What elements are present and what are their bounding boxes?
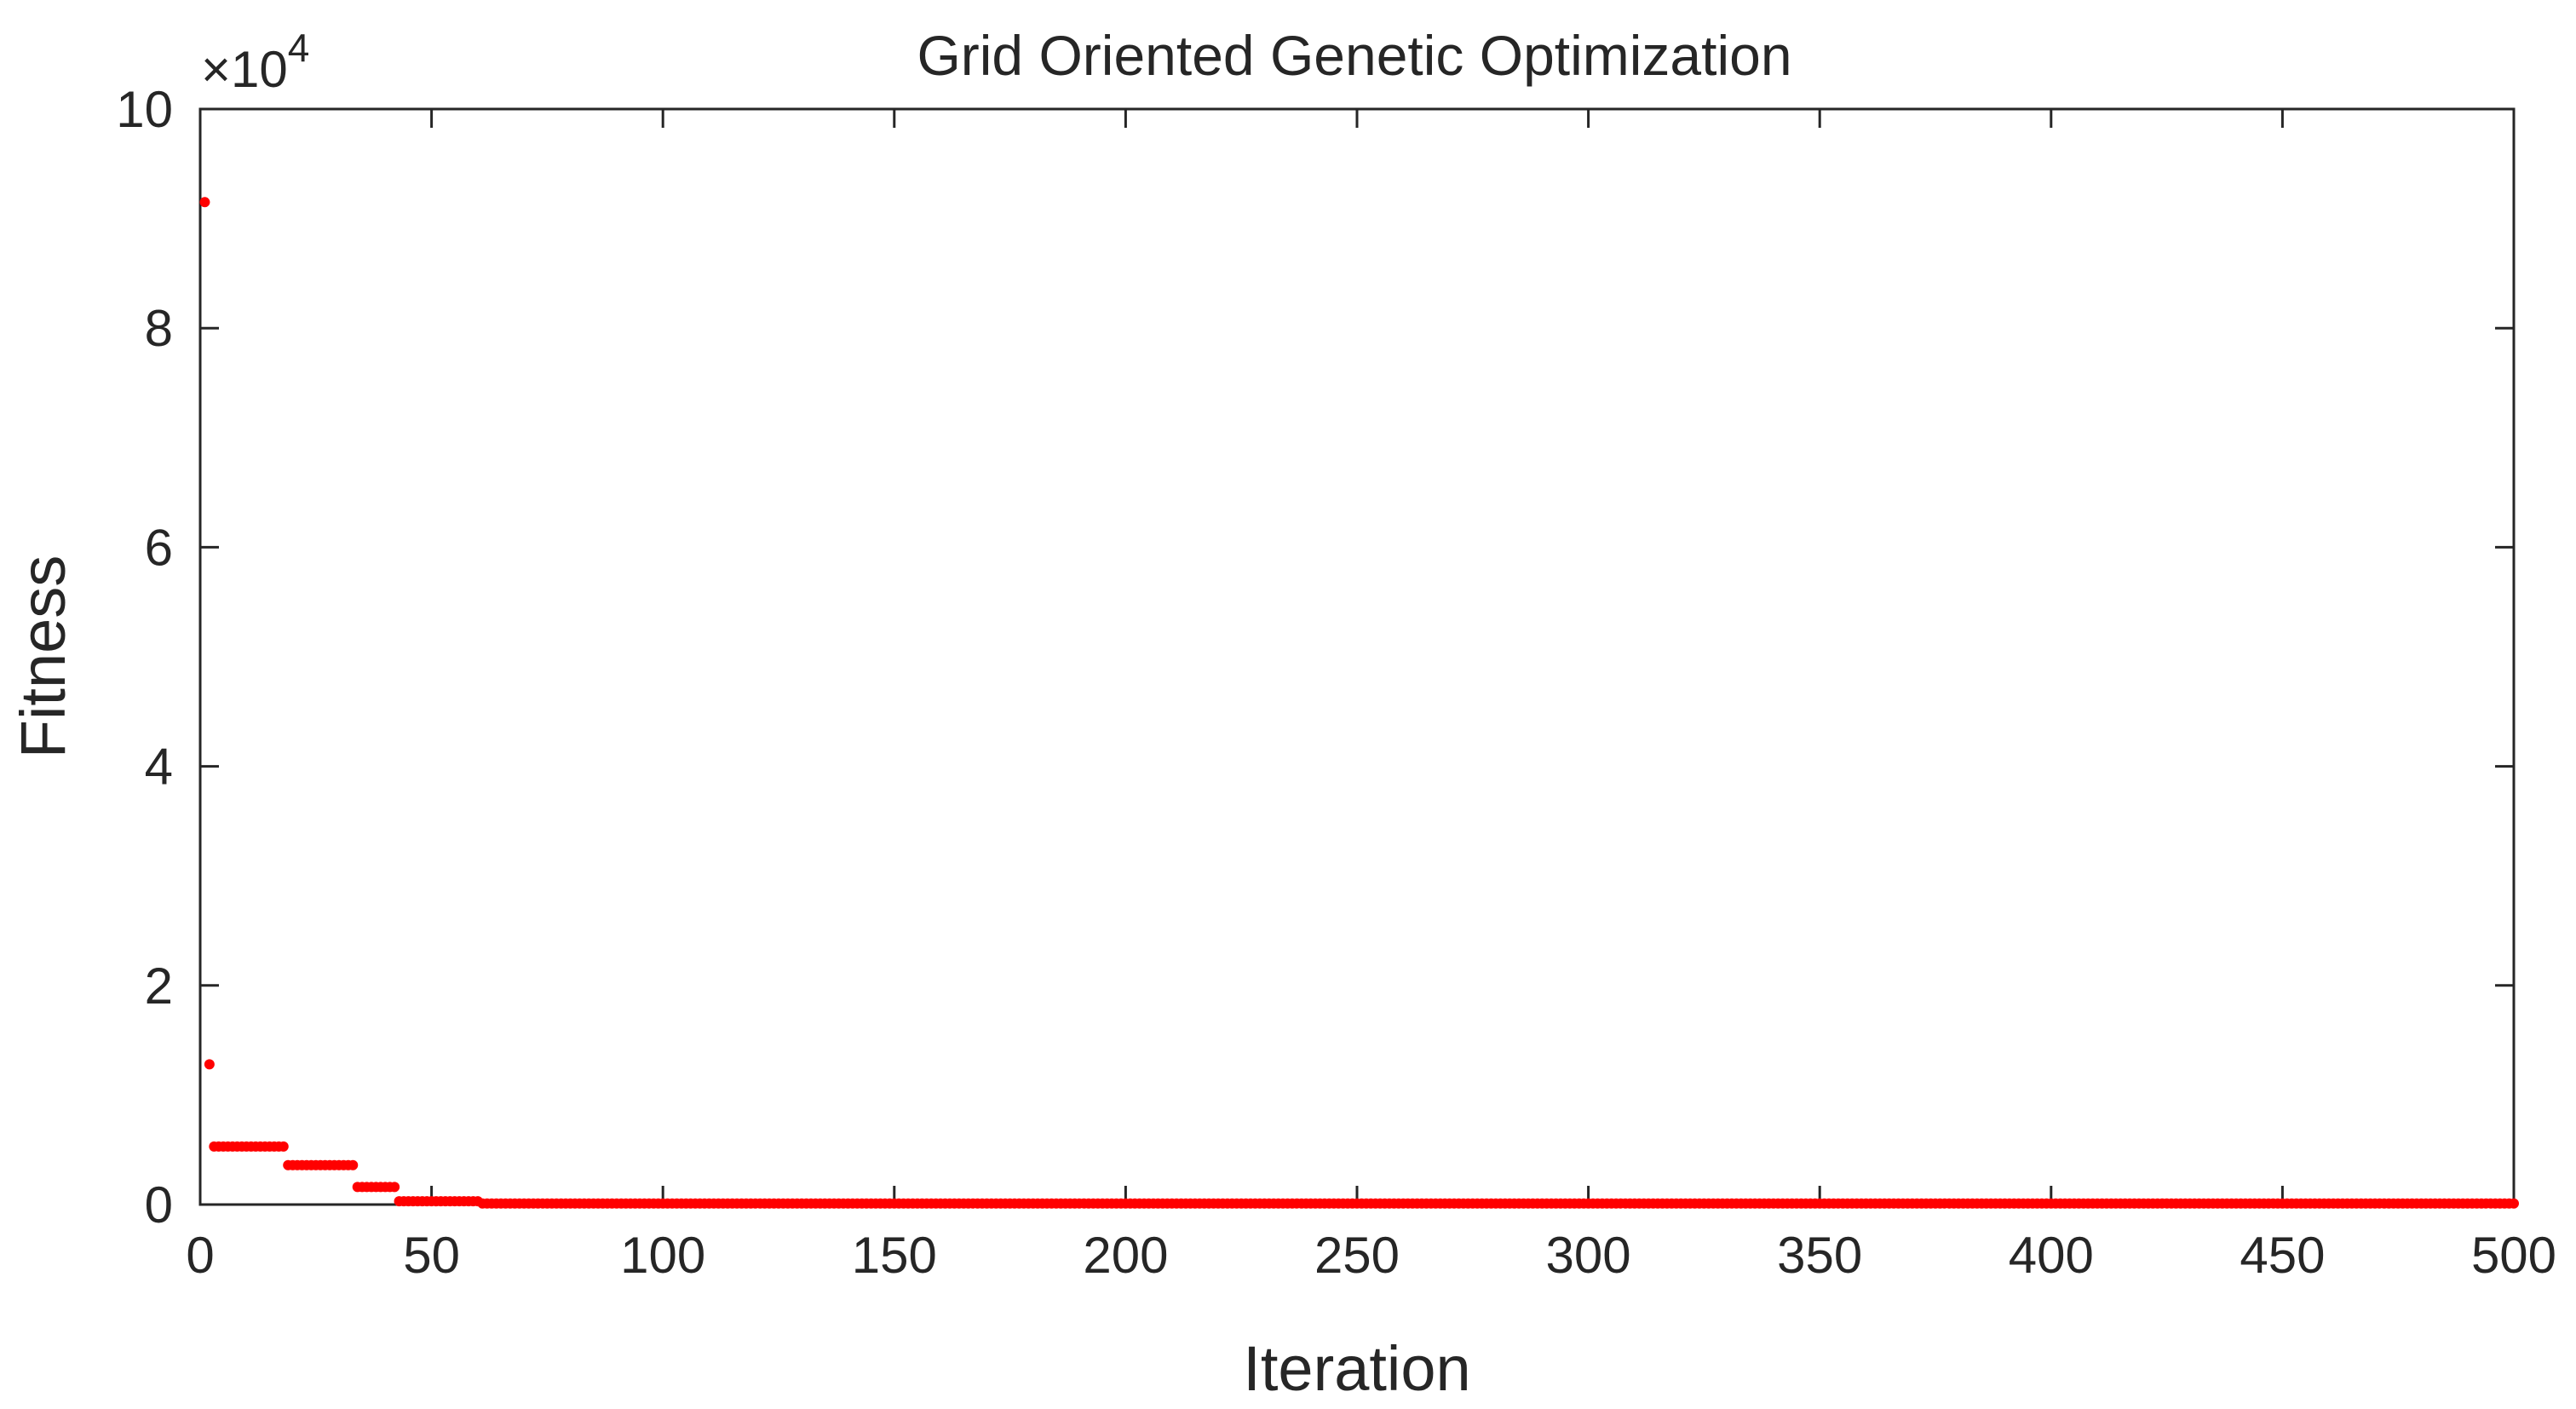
- data-point: [204, 1059, 215, 1070]
- x-tick-label: 200: [1083, 1227, 1168, 1284]
- data-point: [278, 1141, 289, 1152]
- y-exponent-base: ×10: [201, 41, 288, 98]
- y-exponent-label: ×104: [201, 26, 309, 98]
- y-axis-label: Fitness: [8, 555, 78, 759]
- y-tick-label: 10: [116, 81, 173, 138]
- x-tick-label: 250: [1314, 1227, 1400, 1284]
- x-tick-label: 300: [1546, 1227, 1631, 1284]
- x-tick-label: 0: [186, 1227, 214, 1284]
- y-tick-label: 6: [145, 519, 173, 576]
- data-points: [199, 197, 2519, 1209]
- svg-text:×104: ×104: [201, 26, 309, 98]
- y-tick-label: 8: [145, 300, 173, 357]
- x-tick-label: 500: [2471, 1227, 2556, 1284]
- y-tick-label: 4: [145, 739, 173, 796]
- x-tick-label: 350: [1777, 1227, 1862, 1284]
- x-axis-label: Iteration: [1243, 1333, 1470, 1404]
- y-tick-label: 2: [145, 958, 173, 1015]
- chart-title: Grid Oriented Genetic Optimization: [917, 24, 1791, 87]
- x-tick-label: 450: [2240, 1227, 2325, 1284]
- data-point: [348, 1159, 359, 1170]
- x-tick-label: 50: [403, 1227, 460, 1284]
- x-tick-label: 100: [620, 1227, 705, 1284]
- x-tick-label: 150: [852, 1227, 937, 1284]
- y-exponent-power: 4: [288, 26, 310, 70]
- data-point: [2509, 1198, 2519, 1209]
- y-axis-ticks: 0 2 4 6 8 10: [116, 81, 2514, 1234]
- plot-frame: [198, 107, 2516, 1206]
- x-axis-ticks: 0 50 100 150 200 250 300 350 400 450 500: [186, 109, 2556, 1284]
- y-tick-label: 0: [145, 1176, 173, 1234]
- x-tick-label: 400: [2009, 1227, 2094, 1284]
- data-point: [199, 197, 210, 208]
- data-point: [389, 1182, 400, 1193]
